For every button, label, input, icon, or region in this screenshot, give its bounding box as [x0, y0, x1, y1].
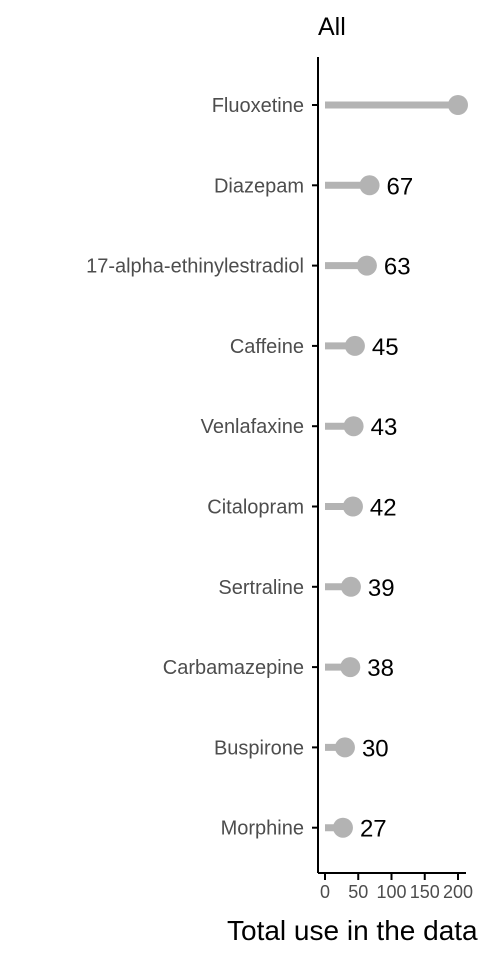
category-label: 17-alpha-ethinylestradiol [86, 256, 304, 278]
point-fluoxetine [448, 95, 468, 115]
value-label: 63 [384, 254, 411, 281]
value-label: 43 [371, 414, 398, 441]
category-label: Carbamazepine [163, 657, 304, 679]
category-label: Diazepam [214, 175, 304, 197]
x-tick-label: 200 [443, 882, 473, 902]
value-label: 45 [372, 334, 399, 361]
point-carbamazepine [340, 657, 361, 678]
point-morphine [332, 817, 353, 838]
point-diazepam [359, 175, 380, 196]
panel-title: All [318, 13, 346, 41]
x-tick-label: 100 [376, 882, 406, 902]
category-label: Venlafaxine [201, 416, 304, 438]
x-axis: 0 50 100 150 200 [318, 872, 473, 902]
marks-layer: 67 63 45 43 42 39 38 30 27 [325, 95, 468, 843]
value-label: 67 [387, 173, 414, 200]
category-label: Morphine [221, 818, 304, 840]
category-label: Caffeine [230, 336, 304, 358]
point-caffeine [344, 335, 365, 356]
point-venlafaxine [343, 416, 364, 437]
x-tick-label: 50 [348, 882, 368, 902]
category-label: Fluoxetine [212, 95, 304, 117]
y-axis: Fluoxetine Diazepam 17-alpha-ethinylestrad… [86, 57, 319, 873]
category-label: Citalopram [207, 497, 304, 519]
value-label: 42 [370, 495, 397, 522]
value-label: 39 [368, 575, 395, 602]
point-buspirone [334, 737, 355, 758]
point-17-alpha-ethinylestradiol [356, 255, 377, 276]
point-citalopram [342, 496, 363, 517]
value-label: 30 [362, 735, 389, 762]
value-label: 38 [367, 655, 394, 682]
x-tick-label: 0 [320, 882, 330, 902]
category-label: Buspirone [214, 737, 304, 759]
point-sertraline [340, 576, 361, 597]
category-label: Sertraline [218, 577, 304, 599]
x-tick-label: 150 [410, 882, 440, 902]
x-axis-title: Total use in the data [227, 915, 478, 946]
value-label: 27 [360, 816, 387, 843]
